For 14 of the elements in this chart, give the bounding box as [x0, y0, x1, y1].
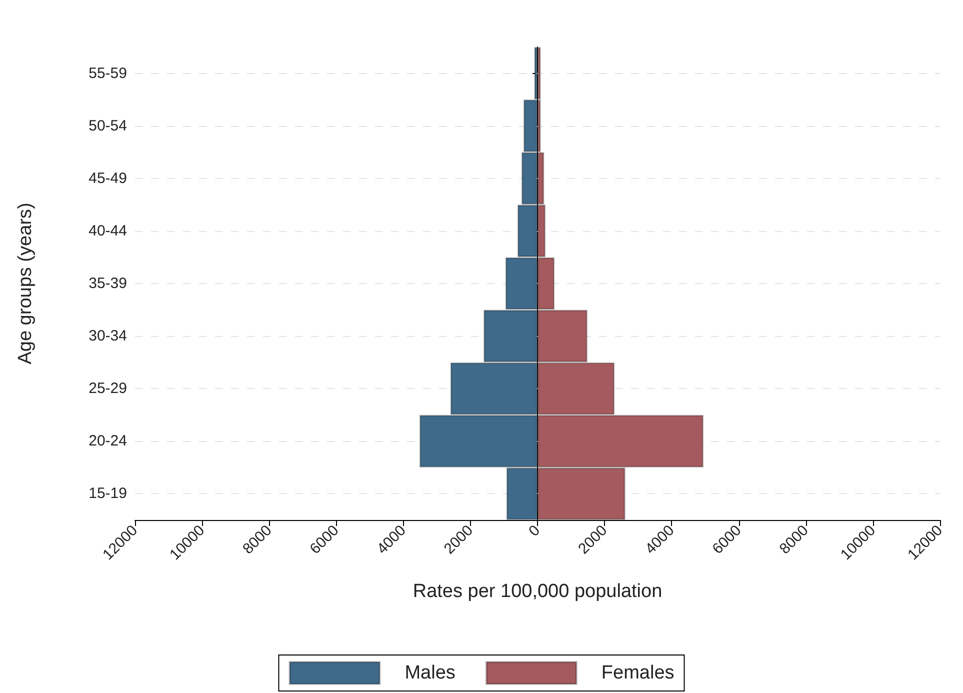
y-tick-label: 55-59 [88, 64, 127, 82]
y-tick-label: 45-49 [88, 170, 127, 187]
legend-label: Females [601, 662, 674, 684]
y-tick-label: 20-24 [88, 432, 127, 450]
y-axis-title: Age groups (years) [15, 202, 36, 364]
y-tick-label: 35-39 [88, 275, 127, 292]
y-tick-label: 50-54 [88, 117, 127, 134]
y-tick-label: 15-19 [88, 485, 127, 502]
y-tick-label: 40-44 [88, 222, 127, 240]
legend-label: Males [404, 662, 456, 684]
x-tick-label: 0 [526, 522, 544, 540]
y-tick-label: 25-29 [88, 380, 127, 398]
y-tick-label: 30-34 [88, 328, 127, 345]
x-axis-title: Rates per 100,000 population [412, 581, 662, 602]
